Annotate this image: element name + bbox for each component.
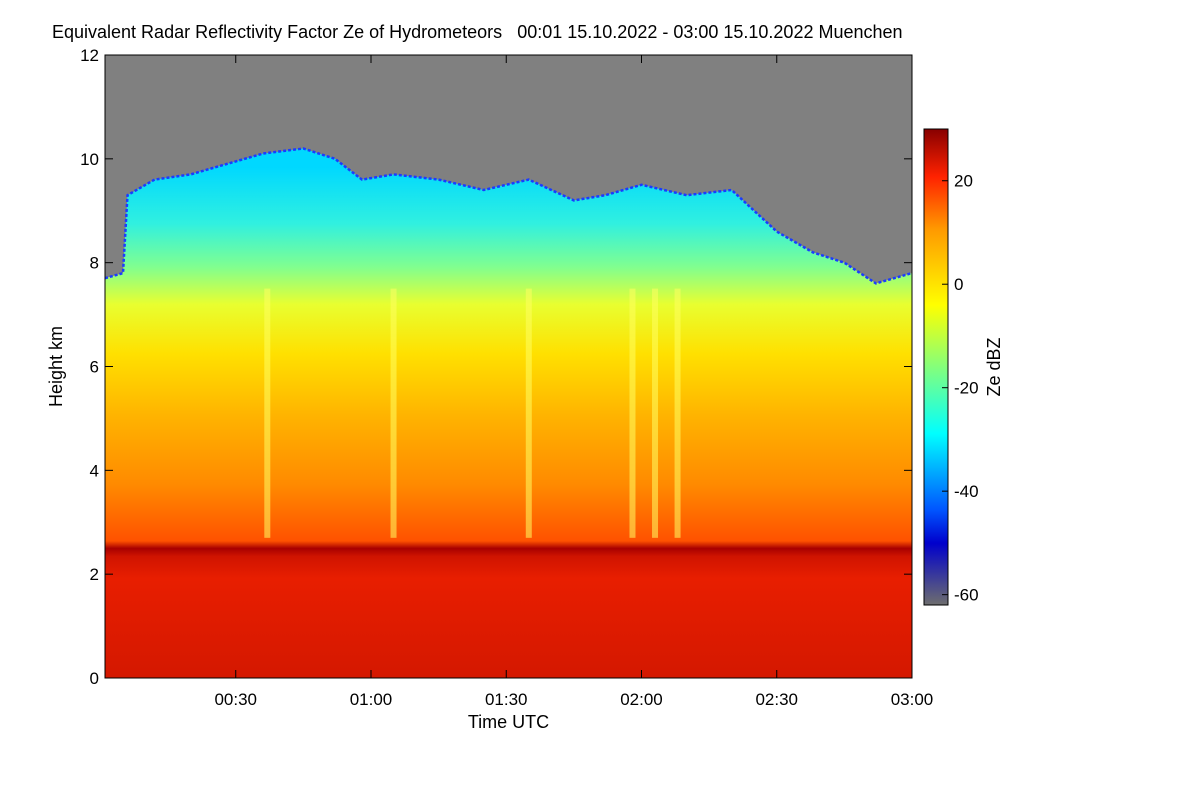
colorbar-tick-label: -20 xyxy=(954,379,979,398)
colorbar-tick-label: -40 xyxy=(954,482,979,501)
x-tick-label: 00:30 xyxy=(214,690,257,709)
x-tick-label: 02:00 xyxy=(620,690,663,709)
x-tick-label: 01:00 xyxy=(350,690,393,709)
x-axis-label: Time UTC xyxy=(468,712,549,732)
colorbar-label: Ze dBZ xyxy=(984,337,1004,396)
y-axis: 0 2 4 6 8 10 12 xyxy=(80,46,912,688)
fall-streak xyxy=(674,288,681,538)
y-tick-label: 4 xyxy=(90,461,99,480)
title-text: Equivalent Radar Reflectivity Factor Ze … xyxy=(52,22,503,42)
echo-top-edge xyxy=(104,147,913,285)
y-tick-label: 10 xyxy=(80,150,99,169)
x-tick-label: 01:30 xyxy=(485,690,528,709)
reflectivity-field xyxy=(105,148,912,678)
colorbar-tick-label: 0 xyxy=(954,275,963,294)
colorbar-tick-label: -60 xyxy=(954,586,979,605)
colorbar-ticks: 20 0 -20 -40 -60 xyxy=(942,172,979,605)
x-tick-label: 02:30 xyxy=(755,690,798,709)
y-tick-label: 8 xyxy=(90,254,99,273)
y-tick-label: 0 xyxy=(90,669,99,688)
fall-streak xyxy=(390,288,397,538)
fall-streak xyxy=(525,288,532,538)
colorbar xyxy=(923,128,949,606)
y-tick-label: 6 xyxy=(90,358,99,377)
y-tick-label: 2 xyxy=(90,565,99,584)
fall-streak xyxy=(264,288,271,538)
x-axis: 00:30 01:00 01:30 02:00 02:30 03:00 xyxy=(214,55,933,709)
colorbar-tick-label: 20 xyxy=(954,172,973,191)
fall-streaks xyxy=(264,288,681,538)
y-axis-label: Height km xyxy=(46,326,66,407)
echo-region xyxy=(105,148,912,678)
x-tick-label: 03:00 xyxy=(891,690,934,709)
fall-streak xyxy=(652,288,659,538)
y-tick-label: 12 xyxy=(80,46,99,65)
fall-streak xyxy=(629,288,636,538)
title-location: Muenchen xyxy=(818,22,903,42)
chart-title: Equivalent Radar Reflectivity Factor Ze … xyxy=(52,22,903,43)
title-period: 00:01 15.10.2022 - 03:00 15.10.2022 xyxy=(517,22,814,42)
